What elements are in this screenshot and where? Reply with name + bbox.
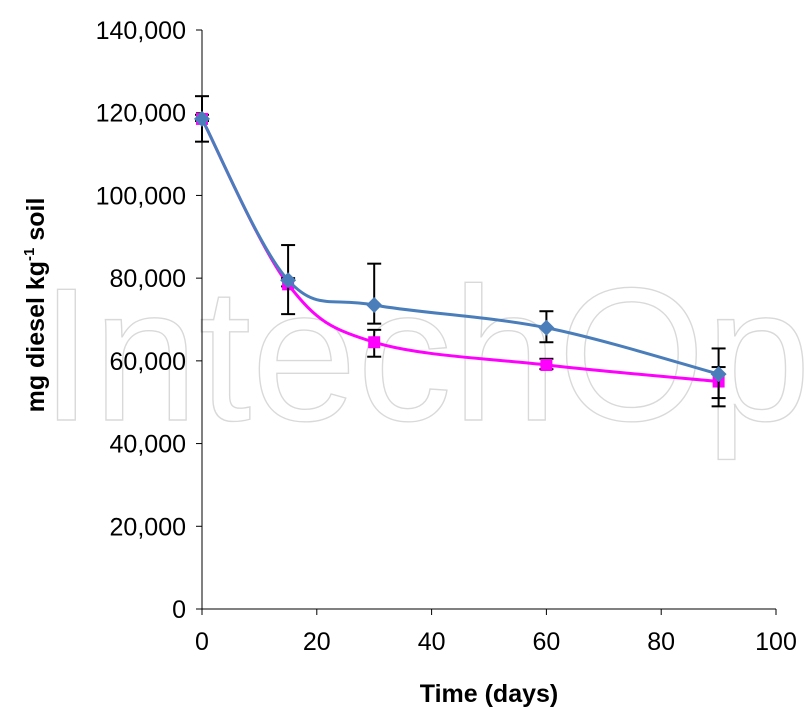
data-point-diamond [710,366,727,383]
y-axis-title-sup: -1 [21,248,38,261]
y-axis-title-tail: soil [22,198,50,248]
x-tick-label: 20 [303,628,331,656]
x-tick-label: 100 [755,628,797,656]
x-tick-label: 60 [532,628,560,656]
data-point-diamond [366,297,383,314]
series-layer [194,95,727,408]
y-tick-label: 100,000 [96,182,186,210]
data-point-diamond [280,272,297,289]
x-axis-title: Time (days) [420,680,558,708]
y-tick-label: 60,000 [110,348,186,376]
y-tick-label: 80,000 [110,265,186,293]
data-point-diamond [538,319,555,336]
watermark-text: IntechOpen [40,249,806,461]
x-ticks: 0 20 40 60 80 100 [195,609,797,656]
y-axis-title: mg diesel kg-1 soil [21,198,50,413]
x-tick-label: 80 [647,628,675,656]
y-tick-label: 40,000 [110,431,186,459]
x-tick-label: 0 [195,628,209,656]
data-point-diamond [194,110,210,127]
data-point-square [368,336,381,349]
x-tick-label: 40 [418,628,446,656]
y-tick-label: 20,000 [110,513,186,541]
y-ticks: 0 20,000 40,000 60,000 80,000 100,000 120,000 1… [96,17,202,624]
data-point-square [540,358,553,371]
y-tick-label: 0 [172,596,186,624]
series-2 [194,95,727,400]
y-tick-label: 140,000 [96,17,186,45]
y-axis-title-main: mg diesel kg [22,261,50,412]
y-tick-label: 120,000 [96,100,186,128]
